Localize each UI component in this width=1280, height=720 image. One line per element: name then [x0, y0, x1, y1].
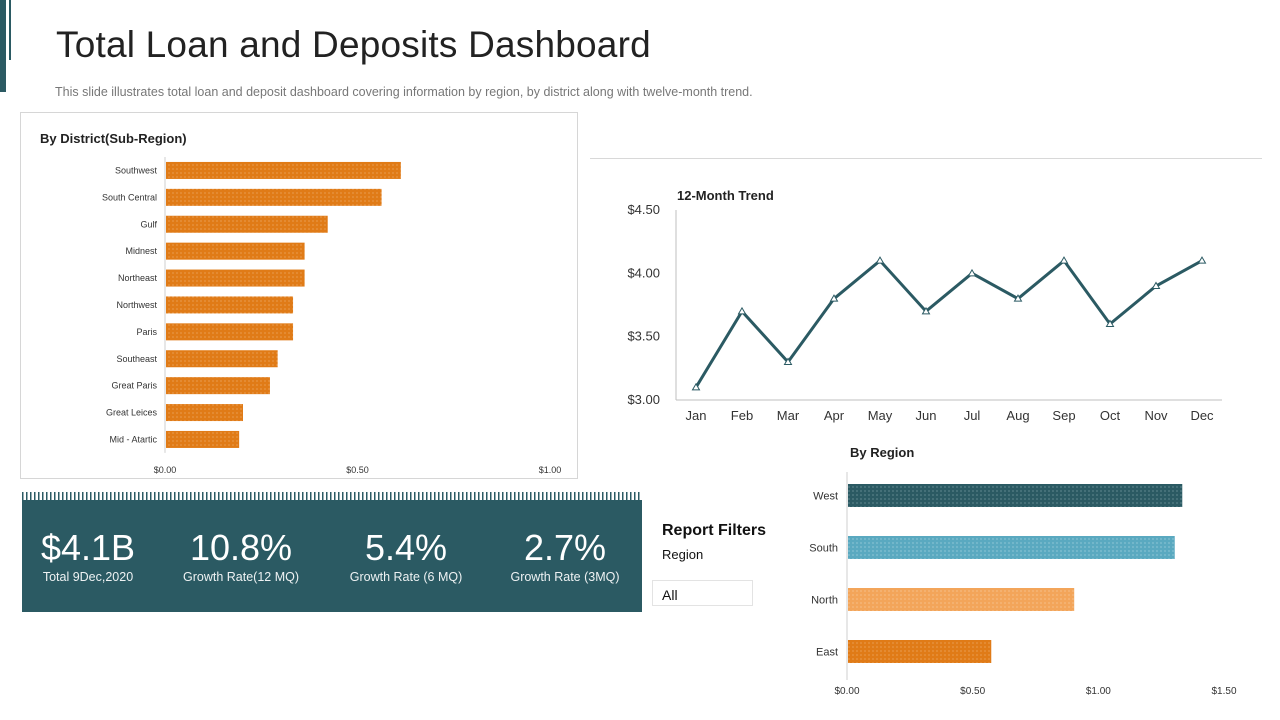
kpi-label: Growth Rate (6 MQ) [349, 570, 463, 584]
kpi-total: $4.1B Total 9Dec,2020 [38, 527, 138, 585]
district-bar [166, 323, 294, 341]
category-label: Paris [136, 327, 157, 337]
report-filters-title: Report Filters [662, 522, 767, 539]
district-bar [166, 377, 270, 395]
kpi-growth-6: 5.4% Growth Rate (6 MQ) [341, 527, 471, 585]
month-label: Nov [1144, 408, 1168, 423]
region-bar [848, 588, 1075, 611]
category-label: North [811, 595, 838, 607]
district-bar [166, 404, 243, 422]
kpi-label: Total 9Dec,2020 [42, 570, 134, 584]
divider-line [590, 158, 1262, 159]
category-label: Northwest [116, 300, 157, 310]
category-label: Great Paris [111, 381, 157, 391]
region-chart-title: By Region [850, 445, 915, 460]
month-label: Jan [686, 408, 707, 423]
region-filter-select[interactable]: All [652, 580, 753, 606]
page-title: Total Loan and Deposits Dashboard [56, 24, 651, 65]
trend-point [1105, 319, 1115, 327]
month-label: Dec [1190, 408, 1214, 423]
category-label: Midnest [125, 246, 157, 256]
month-label: Aug [1006, 408, 1029, 423]
kpi-value: 5.4% [364, 527, 448, 568]
district-bar [166, 269, 305, 287]
trend-point [921, 306, 931, 315]
category-label: East [816, 647, 838, 659]
month-label: Oct [1100, 408, 1121, 423]
trend-point [1013, 294, 1023, 302]
tick-label: $1.00 [539, 465, 562, 475]
trend-point [829, 294, 839, 302]
trend-point [967, 268, 977, 277]
trend-point [691, 382, 701, 391]
trend-point [875, 256, 885, 264]
tick-label: $3.00 [627, 392, 660, 407]
kpi-bar [22, 500, 642, 612]
trend-chart: $4.50 $4.00 $3.50 $3.00 Jan Feb Mar Apr May Jun Ju… [627, 202, 1222, 423]
month-label: Jun [916, 408, 937, 423]
tick-label: $1.00 [1086, 686, 1111, 697]
region-bar [848, 484, 1183, 507]
category-label: Gulf [140, 219, 157, 229]
tick-label: $3.50 [627, 329, 660, 344]
kpi-tick-strip [22, 492, 642, 500]
category-label: Southwest [115, 165, 158, 175]
kpi-label: Growth Rate (3MQ) [510, 570, 620, 584]
kpi-value: 2.7% [523, 527, 607, 568]
kpi-value: $4.1B [40, 527, 136, 568]
district-chart: Southwest South Central Gulf Midnest Northea… [102, 157, 562, 475]
district-chart-title: By District(Sub-Region) [40, 131, 187, 146]
district-bar [166, 430, 240, 448]
region-bar [848, 536, 1175, 559]
tick-label: $0.00 [154, 465, 177, 475]
trend-chart-title: 12-Month Trend [677, 188, 774, 203]
region-bar [848, 640, 992, 663]
category-label: Southeast [116, 354, 157, 364]
accent-bar [0, 0, 6, 92]
month-label: Mar [777, 408, 800, 423]
tick-label: $0.50 [960, 686, 985, 697]
category-label: Northeast [118, 273, 158, 283]
month-label: Feb [731, 408, 753, 423]
page-subtitle: This slide illustrates total loan and de… [55, 85, 753, 99]
category-label: Mid - Atartic [109, 434, 157, 444]
month-label: Jul [964, 408, 981, 423]
month-label: May [868, 408, 893, 423]
kpi-growth-12: 10.8% Growth Rate(12 MQ) [176, 527, 306, 585]
accent-bar-thin [9, 0, 11, 60]
tick-label: $0.50 [346, 465, 369, 475]
district-bar [166, 161, 401, 179]
trend-point [1197, 256, 1207, 264]
trend-point [1059, 256, 1069, 264]
month-label: Sep [1052, 408, 1075, 423]
district-bar [166, 296, 294, 314]
category-label: West [813, 491, 838, 503]
region-chart: West South North East $0.00 $0.50 $1.00 $1.50 [809, 472, 1237, 697]
category-label: South [809, 543, 838, 555]
trend-point [1151, 281, 1161, 289]
tick-label: $4.50 [627, 202, 660, 217]
district-chart-panel: By District(Sub-Region) [20, 112, 578, 479]
tick-label: $1.50 [1211, 686, 1236, 697]
kpi-value: 10.8% [189, 527, 293, 568]
district-bar [166, 188, 382, 206]
category-label: South Central [102, 192, 157, 202]
trend-point [737, 306, 747, 315]
tick-label: $4.00 [627, 265, 660, 280]
trend-point [783, 357, 793, 365]
district-bar [166, 242, 305, 260]
district-bar [166, 350, 278, 368]
district-bar [166, 215, 328, 233]
region-filter-label: Region [662, 547, 704, 562]
category-label: Great Leices [106, 408, 158, 418]
trend-line [694, 258, 1203, 389]
tick-label: $0.00 [834, 686, 859, 697]
month-label: Apr [824, 408, 845, 423]
kpi-label: Growth Rate(12 MQ) [182, 570, 299, 584]
kpi-growth-3: 2.7% Growth Rate (3MQ) [500, 527, 630, 585]
